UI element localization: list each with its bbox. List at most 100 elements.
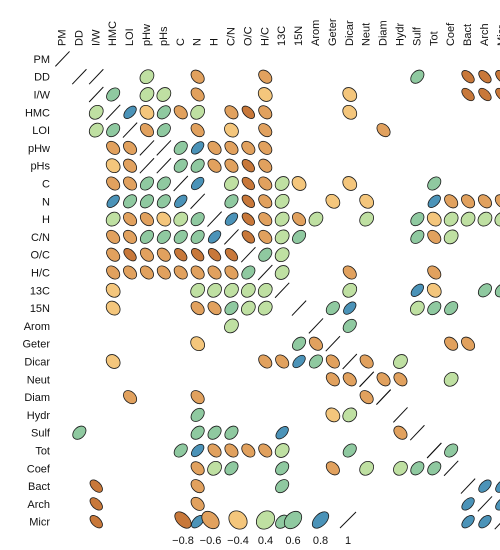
column-label-phs: pHs <box>158 26 170 46</box>
cell-13c-tot <box>426 282 442 298</box>
color-legend: −0.8 −0.6 −0.4 0.4 0.6 0.8 1 <box>172 510 357 547</box>
cell-hmc-c-n <box>224 105 239 120</box>
cell-phw-h-c <box>258 140 273 155</box>
cell-bact-micr <box>495 479 500 493</box>
cell-c-n-loi <box>123 229 138 244</box>
cell-tot-o-c <box>241 443 256 458</box>
cell-c-n-phw <box>139 229 154 244</box>
cell-n-coef <box>444 194 459 209</box>
cell-i-w-arch <box>478 87 492 102</box>
cell-phs-c <box>173 158 188 173</box>
cell-i-w-i-w <box>88 86 104 103</box>
cell-o-c-13c <box>274 247 290 263</box>
legend-tick-label: 0.4 <box>258 535 273 547</box>
cell-i-w-phs <box>156 87 172 102</box>
cell-h-c-c <box>173 265 188 280</box>
cell-phw-c-n <box>224 140 239 155</box>
cell-sulf-dd <box>72 425 87 440</box>
cell-micr-i-w <box>89 515 103 529</box>
cell-c-o-c <box>241 176 255 191</box>
row-label-15n: 15N <box>30 303 50 315</box>
row-label-arch: Arch <box>27 499 50 511</box>
cell-dicar-geter <box>325 354 340 369</box>
cell-15n-c-n <box>224 301 239 316</box>
cell-i-w-h-c <box>257 87 273 102</box>
cell-loi-n <box>190 123 205 138</box>
row-label-phs: pHs <box>30 161 50 173</box>
row-label-phw: pHw <box>28 143 50 155</box>
column-label-sulf: Sulf <box>411 26 423 46</box>
row-label-diam: Diam <box>24 392 50 404</box>
cell-loi-phw <box>139 123 154 138</box>
cell-coef-n <box>190 461 205 476</box>
cell-tot-h-c <box>258 443 273 458</box>
cell-coef-geter <box>325 461 340 476</box>
cell-arch-i-w <box>89 497 103 511</box>
cell-o-c-n <box>191 248 205 262</box>
cell-h-h-c <box>258 212 273 227</box>
column-label-hydr: Hydr <box>394 22 406 46</box>
row-label-micr: Micr <box>29 517 50 529</box>
cell-h-hmc <box>105 211 121 227</box>
cell-micr-bact <box>461 515 475 529</box>
column-label-neut: Neut <box>361 23 373 46</box>
cell-phw-loi <box>123 140 138 155</box>
cell-hydr-dicar <box>342 407 358 423</box>
legend-tick-label: 1 <box>345 535 351 547</box>
cell-diam-diam <box>376 389 392 405</box>
cell-h-sulf <box>410 212 425 227</box>
cell-phw-n <box>191 141 205 155</box>
cell-c-n-13c <box>274 229 290 245</box>
cell-coef-tot <box>427 461 442 476</box>
cell-geter-coef <box>444 336 459 351</box>
cell-n-arch <box>477 194 492 209</box>
cell-bact-i-w <box>89 479 103 493</box>
column-label-c-n: C/N <box>225 27 237 46</box>
cell-dicar-neut <box>359 354 374 369</box>
cell-phw-h <box>207 140 222 155</box>
cell-15n-h <box>207 301 222 316</box>
column-label-15n: 15N <box>293 26 305 46</box>
cell-diam-loi <box>123 390 138 405</box>
cell-15n-h-c <box>257 300 273 316</box>
cell-o-c-phs <box>156 247 171 262</box>
cell-13c-arch <box>477 283 492 298</box>
cell-phs-h-c <box>258 158 273 173</box>
row-label-geter: Geter <box>22 339 50 351</box>
cell-coef-neut <box>359 460 375 476</box>
cell-sulf-h <box>207 425 222 440</box>
cell-tot-dicar <box>342 443 357 458</box>
row-label-loi: LOI <box>32 125 50 137</box>
legend-swatch-1 <box>339 511 357 529</box>
cell-n-n <box>190 193 206 210</box>
cell-arch-micr <box>495 497 500 511</box>
cell-13c-o-c <box>240 282 256 298</box>
cell-c-n-h <box>207 230 222 244</box>
cell-h-13c <box>274 211 290 227</box>
column-label-dicar: Dicar <box>344 20 356 46</box>
cell-c-15n <box>291 176 307 191</box>
cell-c-phw <box>139 176 154 191</box>
row-label-dicar: Dicar <box>24 357 50 369</box>
cell-13c-h <box>207 282 222 298</box>
row-label-bact: Bact <box>28 481 50 493</box>
cell-c-c <box>173 175 189 192</box>
cell-15n-o-c <box>240 300 256 316</box>
column-label-arom: Arom <box>310 20 322 46</box>
cell-i-w-dicar <box>342 87 358 102</box>
column-label-dd: DD <box>73 30 85 46</box>
cell-sulf-c-n <box>224 425 239 440</box>
row-label-h: H <box>42 214 50 226</box>
cell-hydr-n <box>190 407 205 422</box>
cell-geter-15n <box>292 336 307 351</box>
cell-h-c-hmc <box>106 265 121 280</box>
cell-coef-sulf <box>410 461 425 476</box>
cell-tot-h <box>207 443 222 458</box>
row-label-c: C <box>42 179 50 191</box>
column-label-micr: Micr <box>496 25 500 46</box>
cell-bact-13c <box>275 479 290 494</box>
cell-neut-coef <box>443 371 459 387</box>
cell-i-w-n <box>190 87 205 102</box>
cell-dd-sulf <box>410 69 425 84</box>
